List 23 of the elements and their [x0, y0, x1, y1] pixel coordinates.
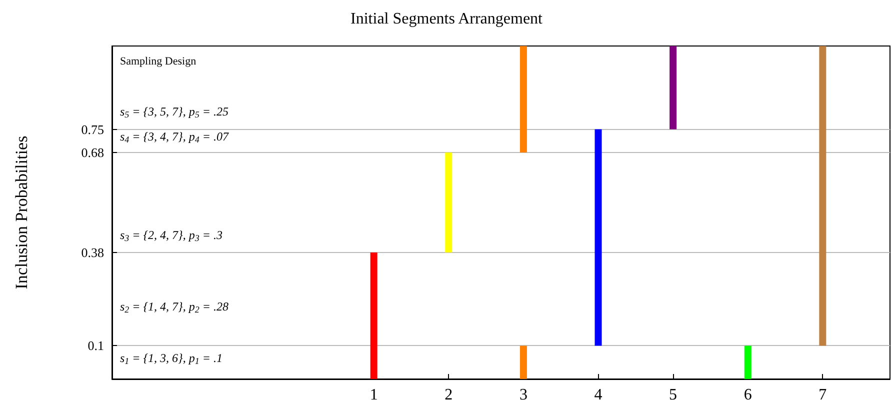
y-axis-title: Inclusion Probabilities [12, 136, 31, 290]
x-tick-label: 5 [669, 386, 678, 404]
y-tick-label: 0.1 [88, 338, 104, 354]
chart-title: Initial Segments Arrangement [350, 10, 544, 28]
x-tick-label: 7 [818, 386, 827, 404]
annotation: s1 = {1, 3, 6}, p1 = .1 [120, 351, 222, 366]
bar [445, 152, 452, 252]
bar [594, 129, 602, 346]
bar [670, 46, 677, 130]
bar [370, 252, 378, 379]
x-tick-label: 4 [594, 386, 602, 404]
x-tick-label: 2 [444, 386, 453, 404]
bar [819, 46, 826, 346]
x-tick-label: 1 [370, 386, 378, 404]
bar [520, 346, 527, 379]
y-tick-label: 0.68 [81, 145, 104, 160]
x-tick-label: 3 [519, 386, 528, 404]
bar [520, 46, 527, 153]
x-tick-label: 6 [744, 386, 752, 404]
annotation: Sampling Design [120, 56, 197, 68]
y-tick-label: 0.38 [81, 244, 104, 260]
y-tick-label: 0.75 [81, 122, 104, 137]
bar [744, 346, 752, 379]
